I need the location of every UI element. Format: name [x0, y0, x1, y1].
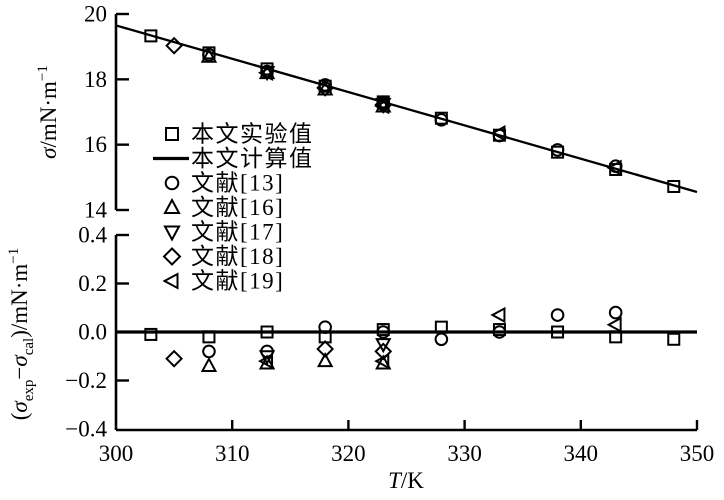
data-marker-square: [144, 327, 158, 341]
data-marker-triangle-left: [374, 97, 390, 115]
x-tick-label: 330: [447, 441, 482, 466]
data-marker-square: [667, 179, 681, 193]
legend-item-1: 本文计算值: [153, 146, 314, 171]
legend-label: 文献[19]: [191, 269, 284, 294]
bottom-y-tick-label: 0.0: [78, 320, 107, 345]
legend-label: 本文实验值: [191, 122, 314, 147]
bottom-y-axis-label: (σexp−σcal)/mN·m−1: [6, 248, 37, 421]
x-tick-label: 350: [680, 441, 715, 466]
legend-marker-triangle-down: [163, 225, 181, 242]
x-tick-label: 310: [215, 441, 250, 466]
data-marker-triangle-up: [316, 352, 334, 368]
data-marker-square: [260, 325, 274, 339]
series-6: [257, 64, 622, 370]
data-marker-diamond: [165, 36, 184, 55]
data-marker-circle: [550, 143, 565, 157]
data-marker-circle: [434, 332, 449, 347]
data-marker-circle: [550, 308, 565, 322]
legend-marker-triangle-up: [163, 197, 181, 214]
data-marker-triangle-up: [200, 356, 218, 372]
data-marker-square: [144, 29, 158, 43]
top-y-tick-label: 20: [84, 2, 107, 27]
data-marker-square: [202, 330, 216, 344]
data-marker-triangle-left: [257, 64, 274, 81]
legend-item-4: 文献[17]: [163, 220, 284, 245]
top-y-tick-label: 16: [84, 132, 107, 157]
legend-label: 文献[16]: [191, 195, 284, 220]
data-marker-triangle-up: [200, 47, 218, 63]
legend-marker-triangle-left: [162, 272, 179, 290]
data-marker-triangle-down: [258, 350, 276, 366]
legend-label: 本文计算值: [191, 146, 314, 171]
data-marker-circle: [318, 320, 332, 334]
legend-item-6: 文献[19]: [162, 269, 284, 294]
data-marker-square: [667, 332, 681, 346]
x-tick-label: 340: [564, 441, 599, 466]
legend-item-0: 本文实验值: [165, 122, 314, 147]
legend-label: 文献[17]: [191, 220, 284, 245]
data-marker-triangle-left: [374, 352, 390, 370]
data-marker-circle: [202, 344, 216, 359]
legend-label: 文献[13]: [191, 171, 284, 196]
legend-item-2: 文献[13]: [164, 171, 284, 196]
data-marker-triangle-left: [257, 352, 274, 370]
bottom-y-tick-label: −0.4: [65, 417, 107, 442]
data-marker-triangle-down: [375, 338, 392, 354]
data-marker-circle: [608, 305, 623, 320]
legend-marker-circle: [164, 175, 180, 191]
data-marker-circle: [376, 325, 391, 339]
x-tick-label: 320: [331, 441, 366, 466]
series-5: [165, 36, 393, 368]
top-y-tick-label: 14: [84, 198, 108, 223]
data-marker-diamond: [316, 340, 335, 358]
data-marker-triangle-left: [490, 125, 506, 142]
data-marker-triangle-left: [490, 306, 506, 324]
data-marker-triangle-down: [258, 66, 276, 82]
data-marker-diamond: [165, 349, 184, 368]
bottom-y-tick-label: −0.2: [65, 368, 107, 393]
top-y-axis-label: σ/mN·m−1: [35, 65, 61, 159]
legend-marker-diamond: [162, 247, 182, 266]
data-marker-diamond: [374, 342, 393, 361]
data-marker-circle: [434, 113, 449, 127]
calculated-fit-line: [115, 24, 698, 194]
data-marker-triangle-left: [606, 316, 622, 333]
legend-item-3: 文献[16]: [163, 195, 284, 220]
legend-item-5: 文献[18]: [162, 244, 284, 269]
data-marker-square: [609, 330, 623, 344]
data-marker-square: [551, 325, 565, 339]
bottom-y-tick-label: 0.2: [78, 271, 107, 296]
bottom-y-tick-label: 0.4: [78, 223, 107, 248]
x-tick-label: 300: [99, 441, 134, 466]
top-y-tick-label: 18: [84, 67, 107, 92]
legend-marker-square: [165, 127, 179, 141]
data-marker-circle: [492, 325, 507, 339]
data-marker-triangle-left: [606, 159, 622, 177]
series-4: [258, 66, 392, 366]
legend-label: 文献[18]: [191, 244, 284, 269]
data-marker-diamond: [316, 78, 335, 97]
x-axis-label: T/K: [388, 468, 424, 493]
